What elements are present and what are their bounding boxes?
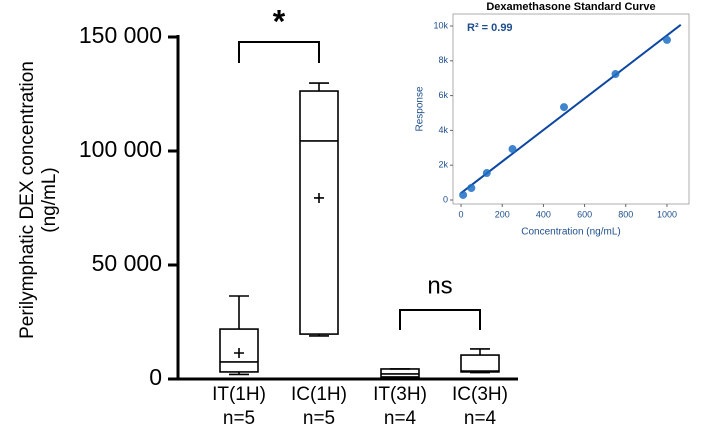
mean-marker xyxy=(234,348,244,359)
x-tick-label: IC(1H) xyxy=(291,384,347,405)
x-tick-label: 200 xyxy=(495,209,510,219)
x-tick-label: IT(3H) xyxy=(373,384,427,405)
r-squared: R² = 0.99 xyxy=(467,22,513,34)
y-axis-label: Response xyxy=(415,86,426,131)
y-tick-label: 50 000 xyxy=(92,250,162,276)
y-tick-label: 6k xyxy=(438,90,448,100)
y-tick-label: 0 xyxy=(443,194,448,204)
x-tick-label: 400 xyxy=(536,209,551,219)
y-tick-label: 150 000 xyxy=(79,22,162,48)
x-tick-label: IC(3H) xyxy=(452,384,508,405)
box xyxy=(219,328,259,373)
significance-label: ns xyxy=(427,272,452,299)
y-tick-label: 4k xyxy=(438,125,448,135)
mean-marker xyxy=(314,192,324,203)
y-axis-label: Perilymphatic DEX concentration xyxy=(17,61,38,339)
y-tick-label: 2k xyxy=(438,160,448,170)
significance-bracket xyxy=(238,41,320,63)
data-point xyxy=(662,35,671,44)
data-point xyxy=(611,70,620,79)
box xyxy=(460,354,500,373)
n-label: n=4 xyxy=(464,408,497,429)
significance-label: * xyxy=(273,3,286,39)
data-point xyxy=(459,190,468,199)
fit-line xyxy=(460,24,682,194)
data-point xyxy=(467,183,476,192)
x-axis-label: Concentration (ng/mL) xyxy=(521,227,621,238)
y-tick-label: 100 000 xyxy=(79,136,162,162)
n-label: n=5 xyxy=(303,408,335,429)
significance-bracket xyxy=(399,309,481,330)
box xyxy=(380,368,420,378)
data-point xyxy=(508,145,517,154)
box xyxy=(299,90,339,335)
inset-title: Dexamethasone Standard Curve xyxy=(486,1,655,13)
y-axis-label: (ng/mL) xyxy=(39,167,60,232)
n-label: n=4 xyxy=(384,408,417,429)
y-tick-label: 8k xyxy=(438,55,448,65)
data-point xyxy=(559,103,568,112)
y-tick-label: 0 xyxy=(149,364,162,390)
x-tick-label: IT(1H) xyxy=(212,384,266,405)
n-label: n=5 xyxy=(223,408,255,429)
x-tick-label: 0 xyxy=(459,209,464,219)
x-tick-label: 600 xyxy=(577,209,592,219)
data-point xyxy=(482,169,491,178)
y-tick-label: 10k xyxy=(433,20,448,30)
x-tick-label: 1000 xyxy=(657,209,677,219)
x-tick-label: 800 xyxy=(618,209,633,219)
